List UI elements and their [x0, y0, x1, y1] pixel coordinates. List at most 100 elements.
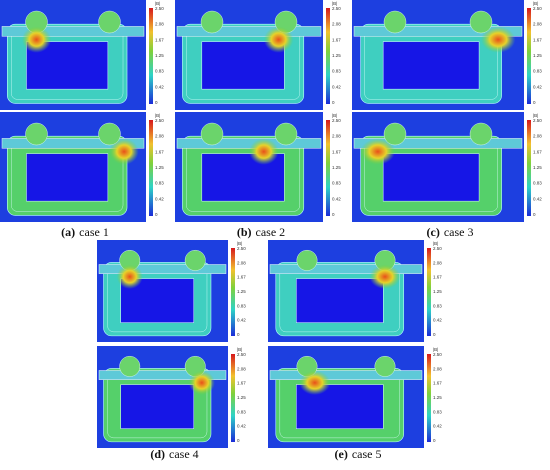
colorbar-label: 0.42: [237, 424, 246, 429]
colorbar-title: |B|: [533, 113, 538, 118]
colorbar-label: 2.50: [433, 352, 442, 357]
colorbar-label: 2.50: [533, 6, 542, 11]
colorbar-label: 2.50: [533, 118, 542, 123]
coil: [98, 122, 121, 146]
colorbar-label: 2.08: [237, 366, 246, 371]
colorbar-label: 0: [533, 100, 536, 105]
coil: [469, 122, 493, 146]
caption-label: (c): [427, 225, 440, 239]
colorbar-label: 0: [332, 212, 335, 217]
colorbar-label: 0.83: [533, 69, 542, 74]
colorbar-label: 1.25: [433, 289, 442, 294]
colorbar-label: 1.25: [155, 165, 164, 170]
colorbar-label: 2.50: [155, 6, 164, 11]
colorbar-label: 1.67: [237, 275, 246, 280]
colorbar-label: 1.67: [332, 149, 341, 154]
colorbar-label: 1.67: [433, 381, 442, 386]
hot-spot: [369, 264, 401, 289]
colorbar-label: 2.08: [433, 366, 442, 371]
colorbar-label: 0.83: [332, 69, 341, 74]
caption-label: (a): [61, 225, 75, 239]
coil: [184, 249, 206, 271]
coil-strip: [98, 264, 227, 274]
colorbar-label: 0.83: [237, 303, 246, 308]
field-map: |B|2.50 2.08 1.67 1.25 0.83 0.42 0: [268, 346, 448, 448]
colorbar-label: 2.50: [433, 246, 442, 251]
caption: (e) case 5: [335, 447, 382, 461]
colorbar-label: 0.83: [433, 409, 442, 414]
hot-spot: [248, 138, 279, 165]
colorbar-title: |B|: [155, 113, 160, 118]
colorbar-label: 0.83: [155, 69, 164, 74]
colorbar-label: 1.25: [533, 53, 542, 58]
colorbar-label: 1.25: [332, 165, 341, 170]
caption-label: (e): [335, 447, 348, 461]
caption: (a) case 1: [61, 225, 109, 239]
caption-text: case 1: [79, 225, 109, 239]
field-map: |B|2.50 2.08 1.67 1.25 0.83 0.42 0: [97, 346, 252, 448]
hot-spot: [116, 264, 143, 289]
coil: [383, 122, 407, 146]
hot-spot: [481, 26, 516, 53]
coil: [296, 249, 318, 271]
colorbar-label: 2.50: [237, 246, 246, 251]
colorbar-label: 0.83: [533, 181, 542, 186]
coil-strip: [176, 138, 322, 149]
colorbar-label: 0.42: [533, 196, 542, 201]
colorbar: [231, 248, 235, 336]
hot-spot: [360, 138, 395, 165]
colorbar: [231, 354, 235, 442]
coil: [119, 355, 141, 377]
coil: [274, 122, 298, 146]
colorbar-title: |B|: [237, 347, 242, 352]
coil-strip: [1, 26, 145, 37]
colorbar-title: |B|: [155, 1, 160, 6]
colorbar-label: 0.42: [155, 196, 164, 201]
coil: [200, 10, 224, 34]
colorbar-label: 0: [533, 212, 536, 217]
field-map: |B|2.50 2.08 1.67 1.25 0.83 0.42 0: [352, 112, 548, 222]
colorbar-label: 0: [237, 438, 240, 443]
colorbar-label: 0.42: [237, 318, 246, 323]
colorbar-label: 1.67: [332, 37, 341, 42]
hot-spot: [21, 26, 52, 53]
colorbar-label: 2.08: [433, 260, 442, 265]
field-map: |B|2.50 2.08 1.67 1.25 0.83 0.42 0: [268, 240, 448, 342]
colorbar-label: 0.83: [155, 181, 164, 186]
field-map: |B|2.50 2.08 1.67 1.25 0.83 0.42 0: [352, 0, 548, 110]
colorbar-label: 1.25: [237, 289, 246, 294]
colorbar-title: |B|: [433, 347, 438, 352]
hot-spot: [263, 26, 294, 53]
colorbar: [149, 120, 153, 216]
colorbar-label: 2.08: [533, 22, 542, 27]
colorbar-label: 0.42: [155, 84, 164, 89]
colorbar-label: 2.08: [155, 22, 164, 27]
colorbar-title: |B|: [332, 1, 337, 6]
colorbar-label: 1.25: [332, 53, 341, 58]
colorbar-label: 1.67: [237, 381, 246, 386]
colorbar-label: 2.08: [237, 260, 246, 265]
caption-label: (d): [150, 447, 165, 461]
colorbar: [326, 8, 330, 104]
colorbar-label: 1.67: [433, 275, 442, 280]
hot-spot: [299, 370, 331, 395]
colorbar-label: 2.08: [533, 134, 542, 139]
coil-strip: [353, 138, 523, 149]
coil-strip: [1, 138, 145, 149]
colorbar: [149, 8, 153, 104]
colorbar-title: |B|: [237, 241, 242, 246]
colorbar-label: 0: [332, 100, 335, 105]
caption: (d) case 4: [150, 447, 198, 461]
colorbar-title: |B|: [332, 113, 337, 118]
colorbar-label: 0.83: [332, 181, 341, 186]
colorbar-label: 0: [155, 100, 158, 105]
colorbar-label: 2.50: [332, 118, 341, 123]
colorbar-label: 0: [155, 212, 158, 217]
colorbar-label: 2.08: [332, 134, 341, 139]
caption: (c) case 3: [427, 225, 474, 239]
colorbar-label: 2.08: [332, 22, 341, 27]
window: [382, 41, 480, 90]
colorbar: [326, 120, 330, 216]
colorbar-label: 0.83: [433, 303, 442, 308]
field-map: |B|2.50 2.08 1.67 1.25 0.83 0.42 0: [0, 0, 170, 110]
